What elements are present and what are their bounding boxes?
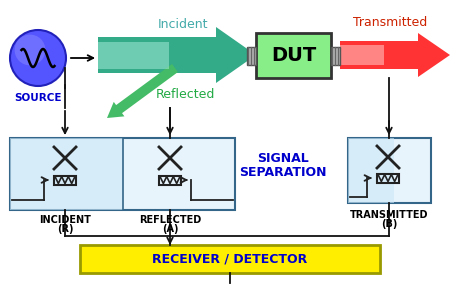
Bar (331, 46, 340, 65)
Text: DUT: DUT (271, 46, 316, 65)
Text: SOURCE: SOURCE (14, 93, 62, 103)
Circle shape (10, 30, 66, 86)
Text: (B): (B) (381, 219, 397, 229)
Bar (247, 46, 256, 65)
Bar (80, 245, 380, 273)
Text: (A): (A) (162, 224, 178, 234)
FancyArrow shape (340, 45, 384, 65)
Text: SIGNAL: SIGNAL (257, 152, 309, 165)
Text: SEPARATION: SEPARATION (239, 165, 327, 178)
Bar (10, 138, 122, 210)
Text: TRANSMITTED: TRANSMITTED (350, 210, 428, 220)
Bar (348, 138, 394, 203)
Text: RECEIVER / DETECTOR: RECEIVER / DETECTOR (152, 252, 308, 266)
FancyArrow shape (340, 33, 450, 77)
Bar (159, 176, 181, 184)
Text: REFLECTED: REFLECTED (139, 215, 201, 225)
Circle shape (15, 35, 46, 65)
Text: Transmitted: Transmitted (353, 16, 427, 29)
Bar (54, 176, 76, 184)
Bar (377, 173, 399, 183)
Text: Reflected: Reflected (155, 88, 215, 101)
FancyArrow shape (98, 27, 256, 83)
FancyArrow shape (107, 64, 178, 118)
Text: (R): (R) (57, 224, 73, 234)
Text: INCIDENT: INCIDENT (39, 215, 91, 225)
FancyArrow shape (98, 41, 169, 68)
Text: Incident: Incident (158, 18, 208, 31)
Bar (256, 33, 331, 78)
Bar (10, 138, 235, 210)
Bar (348, 138, 431, 203)
